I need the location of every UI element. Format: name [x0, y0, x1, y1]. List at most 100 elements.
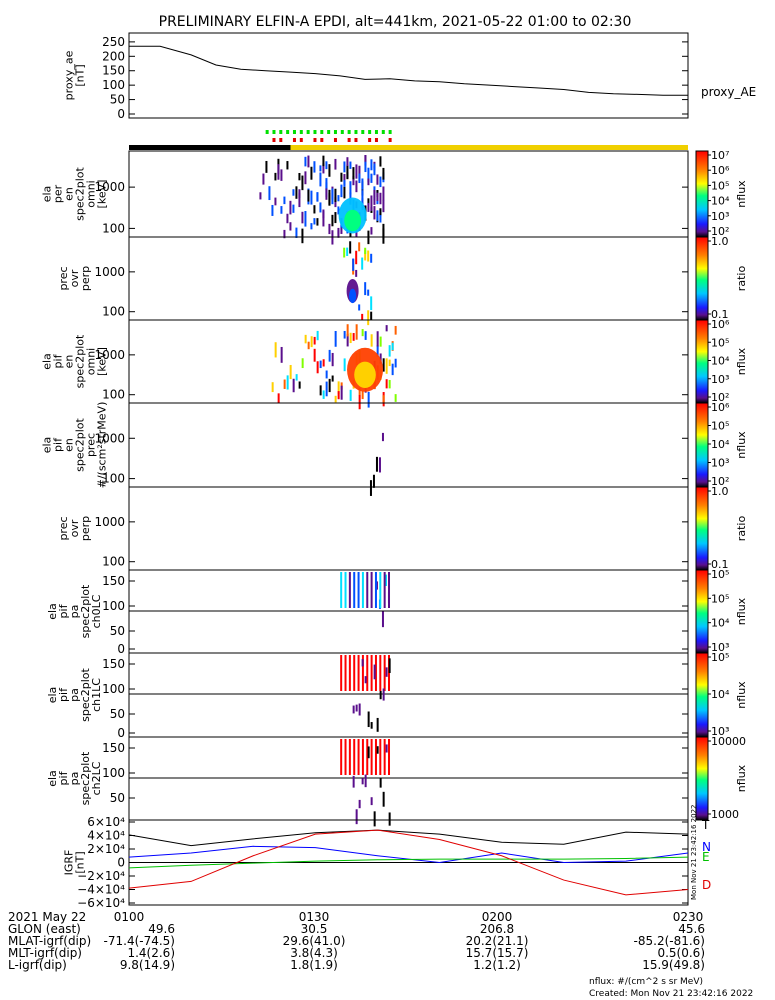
marker-red: [347, 138, 351, 142]
spectrogram-cell: [388, 812, 391, 826]
spectrogram-cell: [364, 774, 367, 788]
spectrogram-cell: [319, 202, 322, 213]
spectrogram-cell: [376, 192, 379, 201]
spectrogram-cell: [376, 746, 379, 754]
pa-cell: [344, 655, 347, 691]
spectrogram-cell: [373, 206, 376, 220]
spectrogram-cell: [340, 385, 343, 400]
marker-green: [292, 130, 296, 134]
marker-green: [347, 130, 351, 134]
spectrogram-cell: [310, 166, 313, 180]
spectrogram-cell: [381, 611, 384, 628]
spectrogram-cell: [274, 197, 277, 206]
igrf-line-D: [128, 829, 689, 896]
marker-green: [313, 130, 317, 134]
spectrogram-cell: [352, 705, 355, 714]
spectrogram-cell: [367, 198, 370, 205]
spectrogram-cell: [394, 325, 397, 335]
spectrogram-cell: [358, 394, 361, 410]
panel-frame: [128, 150, 689, 238]
spectrogram-cell: [334, 188, 337, 202]
spectrogram-cell: [379, 690, 382, 700]
colorbar: [695, 736, 709, 821]
panel-ylabel: [keV]: [96, 347, 109, 376]
spectrogram-cell: [322, 359, 325, 367]
spectrogram-cell: [364, 155, 367, 163]
colorbar: [695, 652, 709, 738]
spectrogram-cell: [358, 173, 361, 184]
orbit-row-label: GLON (east): [8, 922, 81, 936]
pa-cell: [370, 655, 373, 691]
spectrogram-cell: [343, 186, 346, 199]
spectrogram-cell: [313, 205, 316, 214]
side-stamp: Mon Nov 21 23:42:16 2022: [690, 805, 698, 900]
spectrogram-cell: [340, 184, 343, 198]
panel-frame: [128, 32, 689, 119]
orbit-value: 20.2(21.1): [466, 934, 529, 948]
pa-cell: [344, 739, 347, 775]
pa-cell: [348, 655, 351, 691]
pa-cell: [344, 572, 347, 608]
colorbar-label: ratio: [735, 266, 748, 292]
spectrogram-cell: [316, 218, 319, 226]
spectrogram-cell: [301, 358, 304, 369]
spectrogram-cell: [289, 364, 292, 380]
panel-ylabel: pif: [52, 437, 65, 452]
spectrogram-cell: [310, 190, 313, 205]
colorbar-tick-label: 1000: [711, 808, 739, 821]
spectrogram-cell: [355, 250, 358, 265]
panel-ylabel: pa: [68, 688, 81, 702]
spectrogram-cell: [367, 178, 370, 186]
panel-9: IGRF[nT] 6×10⁴4×10⁴2×10⁴0−2×10⁴−4×10⁴−6×1…: [63, 815, 712, 910]
spectrogram-cell: [262, 173, 265, 185]
spectrogram-cell: [259, 192, 262, 200]
colorbar-tick-label: 10⁴: [711, 195, 730, 208]
spectrogram-cell: [382, 223, 385, 239]
colorbar-label: nflux: [735, 597, 748, 625]
pa-cell: [348, 572, 351, 608]
colorbar-tick-label: 10⁴: [711, 688, 730, 701]
spectrogram-cell: [313, 348, 316, 362]
marker-red: [313, 138, 317, 142]
y-tick-label: 150: [102, 657, 125, 671]
pa-cell: [353, 655, 356, 691]
marker-green: [279, 130, 283, 134]
spectrogram-cell: [274, 172, 277, 181]
spectrogram-core: [344, 209, 361, 232]
spectrogram-cell: [331, 352, 334, 367]
colorbar-tick-label: 1.0: [711, 235, 729, 248]
spectrogram-cell: [313, 336, 316, 345]
spectrogram-cell: [394, 358, 397, 368]
spectrogram-cell: [382, 791, 385, 807]
spectrogram-cell: [352, 258, 355, 271]
spectrogram-cell: [319, 172, 322, 187]
y-tick-label: 1000: [94, 265, 125, 279]
panel-ylabel: spec2plot: [74, 334, 87, 388]
panel-ylabel: prec: [57, 516, 70, 540]
y-tick-label: 150: [102, 741, 125, 755]
panel-ylabel: ch0LC: [90, 594, 103, 628]
spectrogram-cell: [298, 381, 301, 389]
spectrogram-cell: [325, 188, 328, 200]
y-tick-label: 100: [102, 388, 125, 402]
y-tick-label: 100: [102, 472, 125, 486]
spectrogram-cell: [313, 218, 316, 225]
spectrogram-cell: [376, 210, 379, 221]
panel-frame: [128, 319, 689, 404]
marker-green: [361, 130, 365, 134]
spectrogram-cell: [283, 229, 286, 239]
pa-cell: [366, 655, 369, 691]
igrf-line-T: [128, 829, 689, 847]
panel-ylabel: pa: [68, 605, 81, 619]
marker-green: [388, 130, 392, 134]
colorbar-tick-label: 10³: [711, 210, 729, 223]
spectrogram-cell: [346, 333, 349, 347]
igrf-label-E: E: [702, 850, 710, 864]
marker-green: [374, 130, 378, 134]
spectrogram-cell: [328, 223, 331, 235]
spectrogram-cell: [361, 257, 364, 270]
spectrogram-cell: [358, 799, 361, 809]
